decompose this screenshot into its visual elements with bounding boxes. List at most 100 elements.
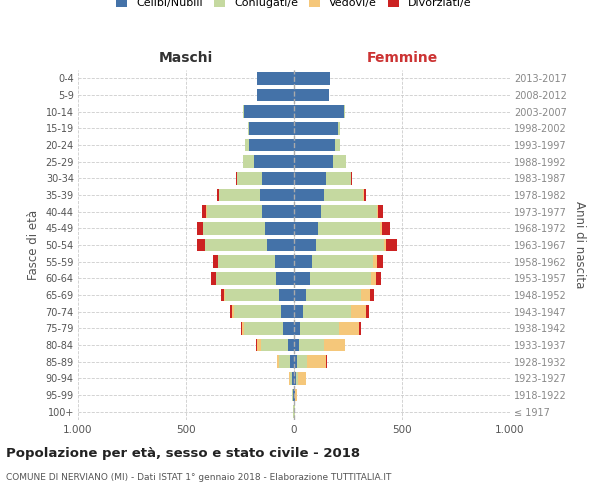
Bar	[296, 372, 298, 384]
Bar	[318, 222, 380, 234]
Bar	[361, 289, 370, 301]
Bar	[275, 256, 294, 268]
Bar	[302, 306, 351, 318]
Bar	[277, 356, 279, 368]
Bar	[262, 206, 294, 218]
Bar	[243, 156, 254, 168]
Text: Femmine: Femmine	[367, 51, 437, 65]
Bar	[294, 272, 310, 284]
Bar	[279, 289, 294, 301]
Bar	[307, 356, 326, 368]
Bar	[294, 206, 321, 218]
Bar	[294, 188, 324, 201]
Bar	[294, 138, 335, 151]
Bar	[205, 239, 267, 251]
Bar	[371, 272, 376, 284]
Text: Popolazione per età, sesso e stato civile - 2018: Popolazione per età, sesso e stato civil…	[6, 448, 360, 460]
Bar	[364, 188, 366, 201]
Bar	[382, 222, 389, 234]
Bar	[294, 172, 326, 184]
Y-axis label: Anni di nascita: Anni di nascita	[574, 202, 586, 288]
Bar	[380, 222, 382, 234]
Bar	[338, 122, 340, 134]
Bar	[294, 306, 302, 318]
Bar	[333, 156, 346, 168]
Bar	[294, 239, 316, 251]
Text: Maschi: Maschi	[159, 51, 213, 65]
Bar	[294, 356, 296, 368]
Bar	[283, 322, 294, 334]
Bar	[215, 272, 216, 284]
Bar	[232, 306, 233, 318]
Bar	[326, 172, 351, 184]
Bar	[294, 72, 329, 85]
Bar	[292, 389, 293, 401]
Bar	[237, 172, 262, 184]
Bar	[244, 106, 294, 118]
Bar	[321, 206, 377, 218]
Bar	[202, 206, 206, 218]
Bar	[383, 239, 386, 251]
Bar	[295, 389, 297, 401]
Bar	[294, 256, 313, 268]
Bar	[257, 72, 294, 85]
Bar	[335, 138, 340, 151]
Bar	[248, 122, 294, 134]
Bar	[290, 372, 292, 384]
Bar	[351, 306, 366, 318]
Bar	[301, 322, 340, 334]
Bar	[281, 306, 294, 318]
Bar	[221, 289, 224, 301]
Bar	[197, 222, 203, 234]
Bar	[294, 389, 295, 401]
Bar	[370, 289, 374, 301]
Bar	[294, 339, 299, 351]
Bar	[294, 322, 301, 334]
Bar	[254, 156, 294, 168]
Bar	[265, 222, 294, 234]
Bar	[279, 356, 290, 368]
Bar	[377, 206, 378, 218]
Bar	[216, 272, 275, 284]
Bar	[359, 322, 361, 334]
Text: COMUNE DI NERVIANO (MI) - Dati ISTAT 1° gennaio 2018 - Elaborazione TUTTITALIA.I: COMUNE DI NERVIANO (MI) - Dati ISTAT 1° …	[6, 472, 391, 482]
Bar	[219, 188, 260, 201]
Bar	[294, 222, 318, 234]
Bar	[378, 206, 383, 218]
Bar	[345, 339, 346, 351]
Bar	[298, 372, 306, 384]
Bar	[230, 306, 232, 318]
Bar	[287, 339, 294, 351]
Bar	[248, 138, 294, 151]
Bar	[310, 272, 371, 284]
Bar	[197, 239, 205, 251]
Bar	[324, 188, 363, 201]
Bar	[244, 322, 283, 334]
Bar	[257, 89, 294, 101]
Bar	[257, 339, 260, 351]
Bar	[306, 289, 361, 301]
Bar	[290, 356, 294, 368]
Bar	[267, 239, 294, 251]
Bar	[225, 289, 279, 301]
Y-axis label: Fasce di età: Fasce di età	[27, 210, 40, 280]
Bar	[224, 289, 225, 301]
Bar	[293, 389, 294, 401]
Bar	[377, 256, 383, 268]
Bar	[292, 372, 294, 384]
Bar	[366, 306, 368, 318]
Bar	[242, 322, 244, 334]
Bar	[211, 272, 215, 284]
Bar	[316, 239, 383, 251]
Bar	[294, 372, 296, 384]
Bar	[262, 172, 294, 184]
Bar	[241, 322, 242, 334]
Bar	[296, 356, 307, 368]
Bar	[299, 339, 323, 351]
Bar	[260, 188, 294, 201]
Legend: Celibi/Nubili, Coniugati/e, Vedovi/e, Divorziati/e: Celibi/Nubili, Coniugati/e, Vedovi/e, Di…	[112, 0, 476, 12]
Bar	[386, 239, 397, 251]
Bar	[376, 272, 381, 284]
Bar	[212, 256, 218, 268]
Bar	[217, 188, 219, 201]
